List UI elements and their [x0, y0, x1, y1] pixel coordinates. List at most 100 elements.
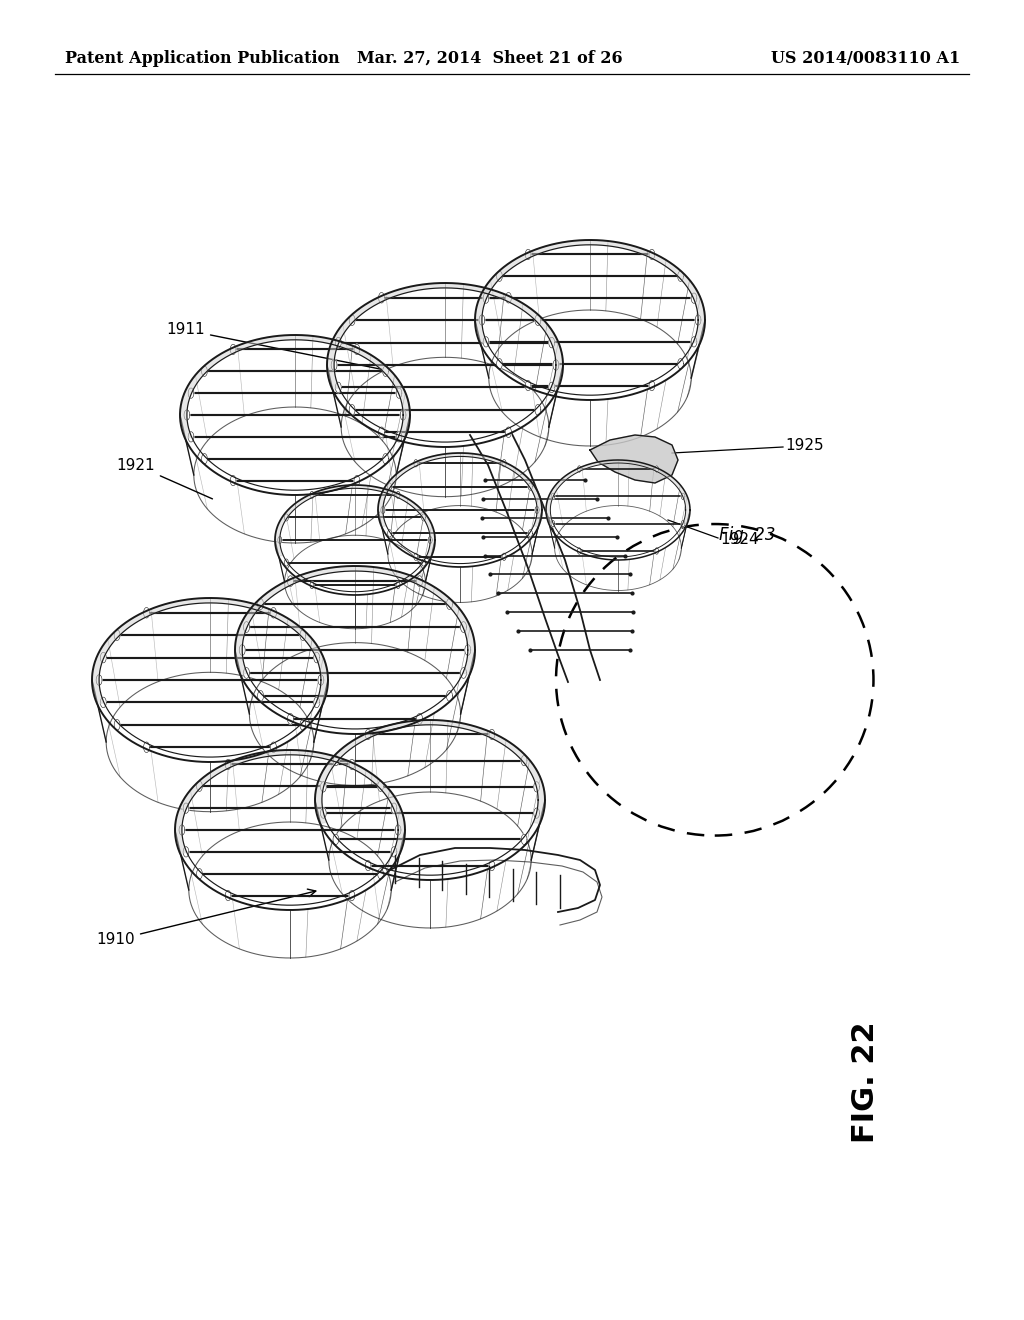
Polygon shape: [549, 381, 555, 393]
Polygon shape: [483, 337, 488, 347]
Polygon shape: [521, 834, 527, 845]
Polygon shape: [525, 249, 531, 260]
Polygon shape: [197, 781, 203, 792]
Polygon shape: [288, 714, 294, 725]
Polygon shape: [383, 454, 388, 463]
Polygon shape: [349, 315, 355, 326]
Polygon shape: [234, 566, 475, 675]
Polygon shape: [180, 335, 410, 438]
Polygon shape: [379, 293, 384, 304]
Polygon shape: [288, 576, 294, 586]
Polygon shape: [378, 869, 383, 879]
Polygon shape: [546, 459, 690, 525]
Text: US 2014/0083110 A1: US 2014/0083110 A1: [771, 50, 961, 67]
Polygon shape: [521, 755, 527, 766]
Polygon shape: [115, 719, 120, 730]
Polygon shape: [695, 315, 701, 325]
Polygon shape: [183, 803, 188, 813]
Polygon shape: [479, 315, 484, 325]
Polygon shape: [691, 337, 697, 347]
Polygon shape: [535, 404, 541, 414]
Polygon shape: [396, 582, 400, 589]
Polygon shape: [175, 750, 406, 854]
Polygon shape: [327, 282, 563, 389]
Polygon shape: [310, 491, 314, 499]
Polygon shape: [349, 891, 354, 900]
Polygon shape: [115, 630, 120, 640]
Polygon shape: [536, 507, 539, 513]
Polygon shape: [197, 869, 203, 879]
Polygon shape: [354, 475, 359, 486]
Polygon shape: [184, 409, 189, 420]
Text: 1910: 1910: [96, 890, 315, 948]
Polygon shape: [388, 483, 392, 490]
Polygon shape: [230, 475, 236, 486]
Polygon shape: [489, 861, 495, 871]
Polygon shape: [285, 513, 289, 521]
Polygon shape: [258, 690, 263, 701]
Polygon shape: [446, 690, 453, 701]
Polygon shape: [336, 381, 341, 393]
Polygon shape: [681, 520, 685, 527]
Polygon shape: [225, 891, 231, 900]
Polygon shape: [143, 607, 150, 618]
Polygon shape: [349, 404, 355, 414]
Polygon shape: [549, 338, 555, 348]
Polygon shape: [333, 834, 339, 845]
Polygon shape: [681, 494, 685, 499]
Polygon shape: [278, 536, 282, 544]
Polygon shape: [310, 582, 314, 589]
Polygon shape: [417, 576, 423, 586]
Polygon shape: [446, 599, 453, 610]
Polygon shape: [395, 825, 401, 836]
Polygon shape: [590, 436, 678, 483]
Polygon shape: [649, 249, 654, 260]
Polygon shape: [391, 803, 397, 813]
Polygon shape: [551, 520, 555, 527]
Polygon shape: [366, 729, 371, 739]
Polygon shape: [534, 808, 540, 818]
Polygon shape: [506, 293, 511, 304]
Polygon shape: [96, 675, 102, 685]
Polygon shape: [100, 697, 106, 708]
Polygon shape: [333, 755, 339, 766]
Polygon shape: [100, 652, 106, 663]
Polygon shape: [534, 781, 540, 792]
Text: 1921: 1921: [117, 458, 212, 499]
Polygon shape: [336, 338, 341, 348]
Polygon shape: [240, 644, 245, 656]
Polygon shape: [422, 558, 426, 566]
Polygon shape: [396, 432, 401, 442]
Polygon shape: [244, 668, 250, 678]
Text: 1911: 1911: [166, 322, 382, 370]
Polygon shape: [553, 360, 559, 371]
Polygon shape: [258, 599, 263, 610]
Polygon shape: [414, 553, 418, 561]
Polygon shape: [461, 668, 467, 678]
Polygon shape: [143, 742, 150, 752]
Polygon shape: [497, 359, 503, 368]
Polygon shape: [417, 714, 423, 725]
Polygon shape: [92, 598, 328, 705]
Polygon shape: [349, 759, 354, 770]
Text: Mar. 27, 2014  Sheet 21 of 26: Mar. 27, 2014 Sheet 21 of 26: [357, 50, 623, 67]
Polygon shape: [396, 491, 400, 499]
Polygon shape: [483, 293, 488, 304]
Polygon shape: [525, 380, 531, 391]
Text: Fig. 23: Fig. 23: [719, 525, 776, 544]
Polygon shape: [475, 240, 705, 343]
Text: Patent Application Publication: Patent Application Publication: [65, 50, 340, 67]
Polygon shape: [321, 781, 327, 792]
Polygon shape: [551, 494, 555, 499]
Polygon shape: [422, 513, 426, 521]
Polygon shape: [528, 529, 532, 537]
Polygon shape: [318, 675, 324, 685]
Polygon shape: [381, 507, 385, 513]
Text: FIG. 22: FIG. 22: [851, 1022, 880, 1143]
Polygon shape: [655, 466, 658, 473]
Polygon shape: [502, 553, 506, 561]
Text: 1924: 1924: [720, 532, 759, 548]
Polygon shape: [331, 360, 337, 371]
Polygon shape: [649, 380, 654, 391]
Polygon shape: [244, 622, 250, 632]
